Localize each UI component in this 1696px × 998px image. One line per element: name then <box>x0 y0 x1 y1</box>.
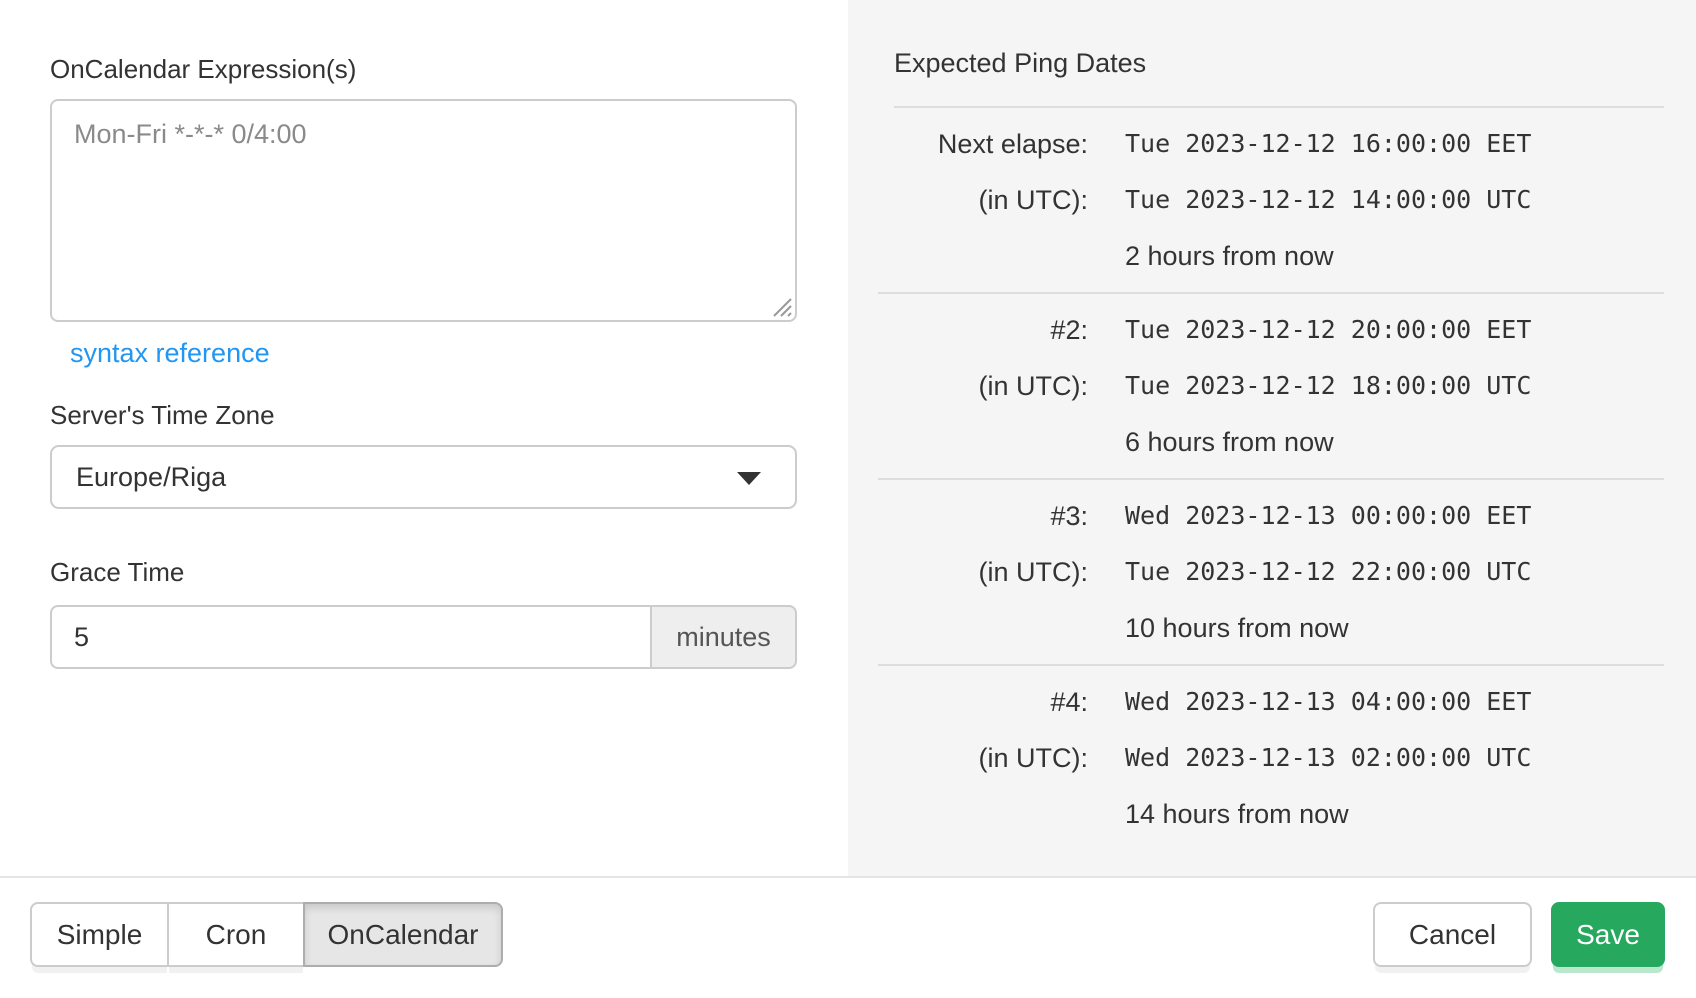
schedule-mode-button-group: Simple Cron OnCalendar <box>30 902 503 967</box>
ping-local-datetime: Wed 2023-12-13 00:00:00 EET <box>1125 501 1532 530</box>
resize-grip-icon[interactable] <box>770 295 792 317</box>
spacer <box>878 228 1088 284</box>
timezone-select[interactable]: Europe/Riga <box>50 445 797 509</box>
mode-button-cron[interactable]: Cron <box>167 902 305 967</box>
expression-label: OnCalendar Expression(s) <box>50 54 357 84</box>
ping-utc-label: (in UTC): <box>978 557 1089 587</box>
ping-row-label: #3: <box>1050 501 1088 531</box>
ping-local-datetime: Wed 2023-12-13 04:00:00 EET <box>1125 687 1532 716</box>
grace-time-input[interactable] <box>50 605 650 669</box>
expected-ping-dates-panel: Expected Ping Dates Next elapse: Tue 202… <box>848 0 1696 876</box>
schedule-dialog-body: OnCalendar Expression(s) Mon-Fri *-*-* 0… <box>0 0 1696 876</box>
ping-utc-label: (in UTC): <box>978 371 1089 401</box>
ping-row-label: #2: <box>1050 315 1088 345</box>
cancel-button[interactable]: Cancel <box>1373 902 1532 967</box>
ping-row-label: Next elapse: <box>937 129 1088 159</box>
expression-textarea[interactable]: Mon-Fri *-*-* 0/4:00 <box>50 99 797 322</box>
ping-utc-datetime: Tue 2023-12-12 18:00:00 UTC <box>1125 371 1532 400</box>
ping-relative-time: 2 hours from now <box>1125 241 1334 271</box>
ping-utc-datetime: Wed 2023-12-13 02:00:00 UTC <box>1125 743 1532 772</box>
ping-date-row: Next elapse: Tue 2023-12-12 16:00:00 EET… <box>878 108 1664 294</box>
spacer <box>878 414 1088 470</box>
ping-local-datetime: Tue 2023-12-12 20:00:00 EET <box>1125 315 1532 344</box>
dialog-footer: Simple Cron OnCalendar Cancel Save <box>0 876 1696 998</box>
ping-row-label: #4: <box>1050 687 1088 717</box>
chevron-down-icon <box>737 472 761 485</box>
spacer <box>878 786 1088 842</box>
save-button[interactable]: Save <box>1551 902 1665 967</box>
ping-utc-label: (in UTC): <box>978 185 1089 215</box>
ping-relative-time: 6 hours from now <box>1125 427 1334 457</box>
ping-local-datetime: Tue 2023-12-12 16:00:00 EET <box>1125 129 1532 158</box>
mode-button-simple[interactable]: Simple <box>30 902 169 967</box>
ping-date-row: #3: Wed 2023-12-13 00:00:00 EET (in UTC)… <box>878 480 1664 666</box>
timezone-selected-value: Europe/Riga <box>76 461 227 492</box>
ping-date-row: #4: Wed 2023-12-13 04:00:00 EET (in UTC)… <box>878 666 1664 850</box>
ping-date-row: #2: Tue 2023-12-12 20:00:00 EET (in UTC)… <box>878 294 1664 480</box>
schedule-form: OnCalendar Expression(s) Mon-Fri *-*-* 0… <box>0 0 848 876</box>
syntax-reference-link[interactable]: syntax reference <box>70 338 270 368</box>
grace-time-label: Grace Time <box>50 557 185 587</box>
ping-utc-datetime: Tue 2023-12-12 22:00:00 UTC <box>1125 557 1532 586</box>
footer-actions: Cancel Save <box>1373 902 1665 967</box>
expression-textarea-wrap: Mon-Fri *-*-* 0/4:00 <box>50 99 797 322</box>
timezone-label: Server's Time Zone <box>50 400 275 430</box>
ping-relative-time: 10 hours from now <box>1125 613 1349 643</box>
grace-time-unit-addon: minutes <box>650 605 797 669</box>
ping-utc-datetime: Tue 2023-12-12 14:00:00 UTC <box>1125 185 1532 214</box>
expected-ping-dates-title: Expected Ping Dates <box>894 0 1664 108</box>
grace-time-input-group: minutes <box>50 605 797 669</box>
spacer <box>878 600 1088 656</box>
ping-utc-label: (in UTC): <box>978 743 1089 773</box>
ping-relative-time: 14 hours from now <box>1125 799 1349 829</box>
mode-button-oncalendar[interactable]: OnCalendar <box>303 902 503 967</box>
